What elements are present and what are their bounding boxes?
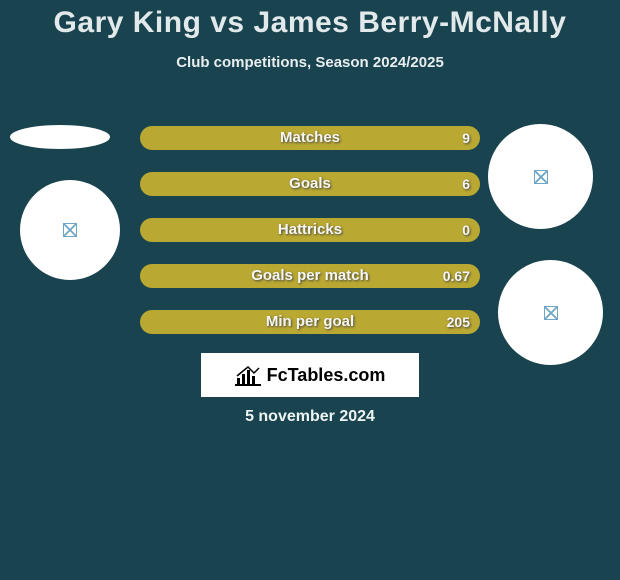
stat-row: Goals per match0.67 (140, 264, 480, 288)
stat-label: Matches (140, 126, 480, 150)
page-title: Gary King vs James Berry-McNally (0, 0, 620, 40)
stat-row: Goals6 (140, 172, 480, 196)
brand-text: FcTables.com (267, 365, 386, 386)
stat-value-right: 0.67 (443, 264, 470, 288)
stat-value-right: 0 (462, 218, 470, 242)
placeholder-icon (534, 170, 548, 184)
stats-container: Matches9Goals6Hattricks0Goals per match0… (140, 126, 480, 356)
stat-row: Min per goal205 (140, 310, 480, 334)
stat-value-right: 9 (462, 126, 470, 150)
placeholder-icon (544, 306, 558, 320)
brand-box: FcTables.com (201, 353, 419, 397)
stat-value-right: 6 (462, 172, 470, 196)
placeholder-icon (63, 223, 77, 237)
date-line: 5 november 2024 (0, 408, 620, 426)
stat-label: Min per goal (140, 310, 480, 334)
decor-circle (488, 124, 593, 229)
decor-circle (498, 260, 603, 365)
stat-value-right: 205 (447, 310, 470, 334)
decor-circle (20, 180, 120, 280)
stat-label: Goals (140, 172, 480, 196)
stat-row: Hattricks0 (140, 218, 480, 242)
stat-row: Matches9 (140, 126, 480, 150)
brand-chart-icon (235, 364, 261, 386)
page-subtitle: Club competitions, Season 2024/2025 (0, 54, 620, 71)
decor-ellipse (10, 125, 110, 149)
stat-label: Hattricks (140, 218, 480, 242)
stat-label: Goals per match (140, 264, 480, 288)
